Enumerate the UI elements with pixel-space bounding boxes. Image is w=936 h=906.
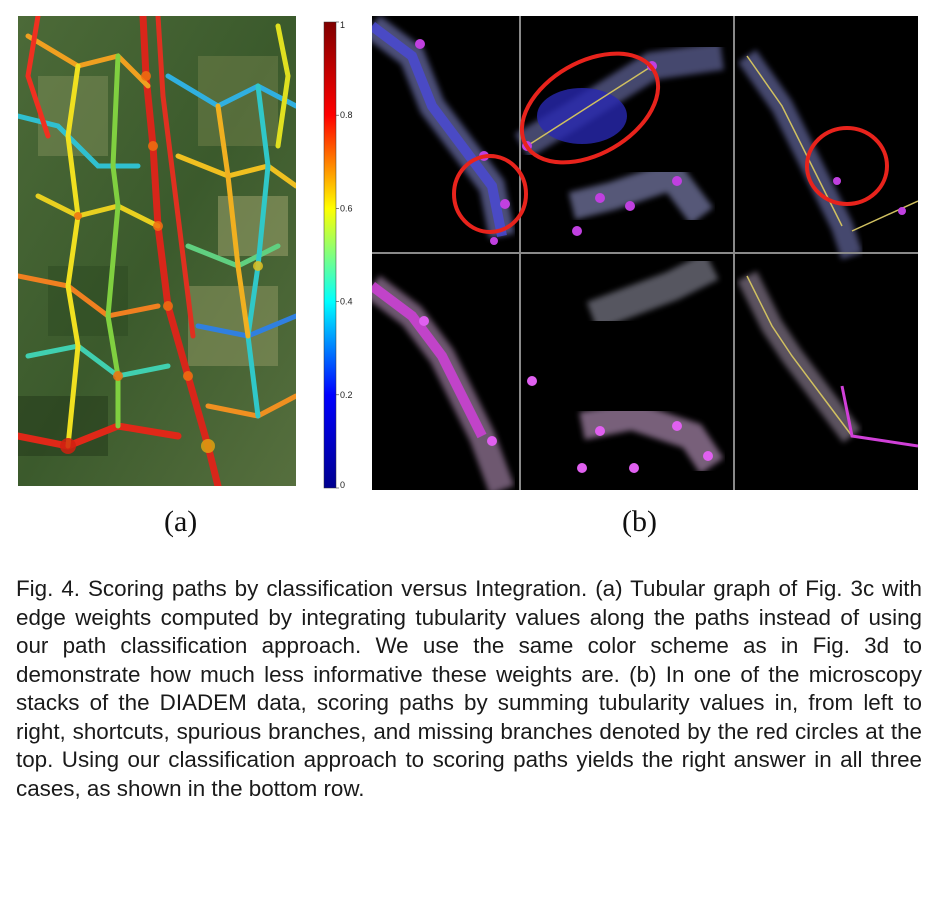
grid-dividers bbox=[372, 16, 918, 490]
caption-line: from left to right, shortcuts, spurious … bbox=[16, 690, 922, 744]
colorbar-tick-label: 0.8 bbox=[340, 110, 353, 120]
caption-line: We use the same color scheme as in Fig. … bbox=[16, 633, 922, 687]
caption-line: less informative these weights are. (b) … bbox=[16, 661, 922, 716]
red-circle-shortcut bbox=[452, 154, 528, 234]
colorbar-tick-label: 1 bbox=[340, 20, 345, 30]
caption-line: the bottom row. bbox=[211, 775, 365, 801]
caption-line: to scoring paths yields the right answer… bbox=[16, 747, 922, 801]
caption-line: denoted by the red circles at the top. U… bbox=[16, 718, 922, 773]
caption-line: values along the paths instead of using … bbox=[16, 604, 922, 659]
red-circle-spurious-branch bbox=[519, 51, 661, 165]
colorbar: 1 0.8 0.6 0.4 0.2 0 bbox=[323, 20, 353, 490]
colorbar-tick-label: 0 bbox=[340, 480, 345, 490]
bottom-row-cell-2 bbox=[527, 252, 724, 474]
panel-a-label: (a) bbox=[164, 505, 198, 538]
red-circle-missing-branch bbox=[805, 126, 889, 206]
caption-line: of the DIADEM data, scoring paths by sum… bbox=[89, 690, 799, 715]
colorbar-ticks: 1 0.8 0.6 0.4 0.2 0 bbox=[336, 20, 353, 490]
colorbar-tick-label: 0.4 bbox=[340, 297, 353, 307]
bottom-row-cell-3 bbox=[737, 271, 918, 448]
panel-b-microscopy-grid bbox=[372, 16, 918, 490]
graph-edges bbox=[18, 16, 296, 486]
top-row-cell-1 bbox=[372, 16, 515, 245]
graph-nodes bbox=[60, 71, 263, 454]
caption-line: graph of Fig. 3c with edge weights compu… bbox=[16, 576, 922, 630]
top-row-cell-3 bbox=[737, 49, 918, 260]
bottom-row-cell-1 bbox=[372, 275, 515, 490]
panel-a-aerial-graph bbox=[18, 16, 296, 486]
panel-b-label: (b) bbox=[622, 505, 657, 538]
colorbar-tick-label: 0.2 bbox=[340, 390, 353, 400]
caption-line: Fig. 4. Scoring paths by classification … bbox=[16, 576, 706, 601]
top-row-cell-2 bbox=[514, 42, 724, 236]
colorbar-gradient bbox=[323, 21, 337, 489]
figure-caption: Fig. 4. Scoring paths by classification … bbox=[16, 575, 922, 803]
colorbar-tick-label: 0.6 bbox=[340, 203, 353, 213]
